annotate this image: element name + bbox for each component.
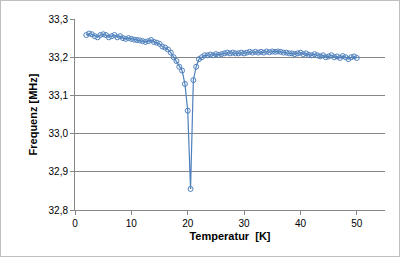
svg-text:Frequenz [MHz]: Frequenz [MHz] xyxy=(27,73,39,155)
svg-text:50: 50 xyxy=(351,218,363,229)
svg-text:32,9: 32,9 xyxy=(49,166,69,177)
svg-text:33,3: 33,3 xyxy=(49,14,69,25)
svg-text:33,0: 33,0 xyxy=(49,128,69,139)
svg-text:10: 10 xyxy=(126,218,138,229)
svg-text:0: 0 xyxy=(72,218,78,229)
svg-text:32,8: 32,8 xyxy=(49,205,69,216)
svg-text:33,2: 33,2 xyxy=(49,52,69,63)
svg-text:40: 40 xyxy=(295,218,307,229)
svg-text:33,1: 33,1 xyxy=(49,90,69,101)
svg-text:Temperatur [K]: Temperatur [K] xyxy=(189,230,270,242)
svg-text:20: 20 xyxy=(182,218,194,229)
svg-text:30: 30 xyxy=(239,218,251,229)
